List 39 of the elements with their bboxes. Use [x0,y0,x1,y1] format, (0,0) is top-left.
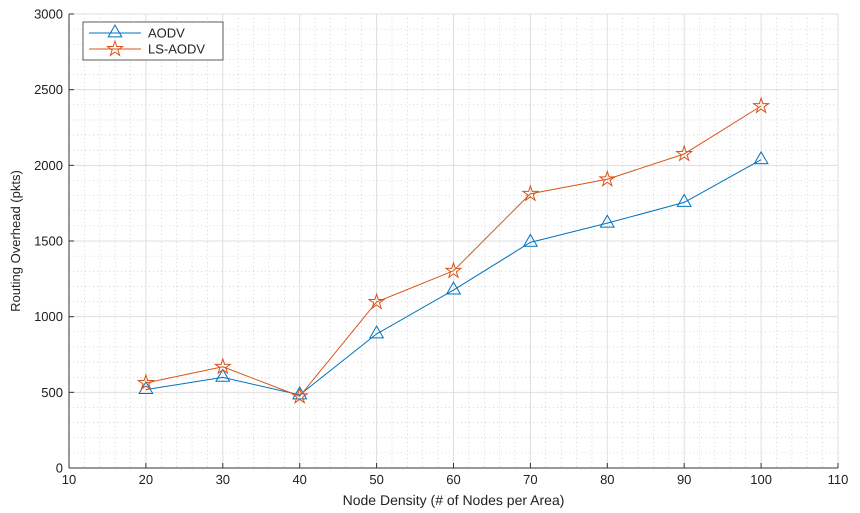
x-tick-label: 60 [446,472,461,487]
point [446,282,461,294]
y-tick-label: 1500 [34,234,63,248]
x-tick-label: 110 [828,472,848,487]
legend-label: AODV [148,26,186,40]
point [522,185,538,201]
y-tick-label: 3000 [34,6,63,22]
x-tick-label: 100 [750,472,772,487]
y-tick-label: 500 [41,384,63,400]
point [753,98,770,113]
x-tick-label: 70 [523,472,538,487]
x-axis-title: Node Density (# of Nodes per Area) [342,492,564,508]
point [445,262,462,278]
point [754,151,768,164]
x-tick-label: 10 [62,472,76,487]
point [368,294,385,309]
y-tick-label: 0 [56,460,63,476]
y-tick-label: 2000 [34,158,63,173]
point [216,369,230,382]
point [214,358,231,374]
x-tick-label: 90 [676,472,692,487]
point [138,374,154,390]
point [676,146,692,161]
y-axis-title: Routing Overhead (pkts) [8,170,23,312]
point [599,170,616,186]
x-tick-label: 20 [138,472,154,487]
x-tick-label: 50 [369,472,384,487]
point [369,326,384,338]
point [523,234,538,247]
x-tick-label: 30 [216,472,230,487]
y-tick-label: 1000 [34,309,63,324]
point [676,194,692,207]
x-tick-label: 40 [292,472,307,487]
point [138,381,154,394]
legend-label: LS-AODV [148,42,206,56]
point [600,214,615,228]
y-tick-label: 2500 [34,82,63,98]
x-tick-label: 80 [600,472,615,487]
point [292,388,308,404]
